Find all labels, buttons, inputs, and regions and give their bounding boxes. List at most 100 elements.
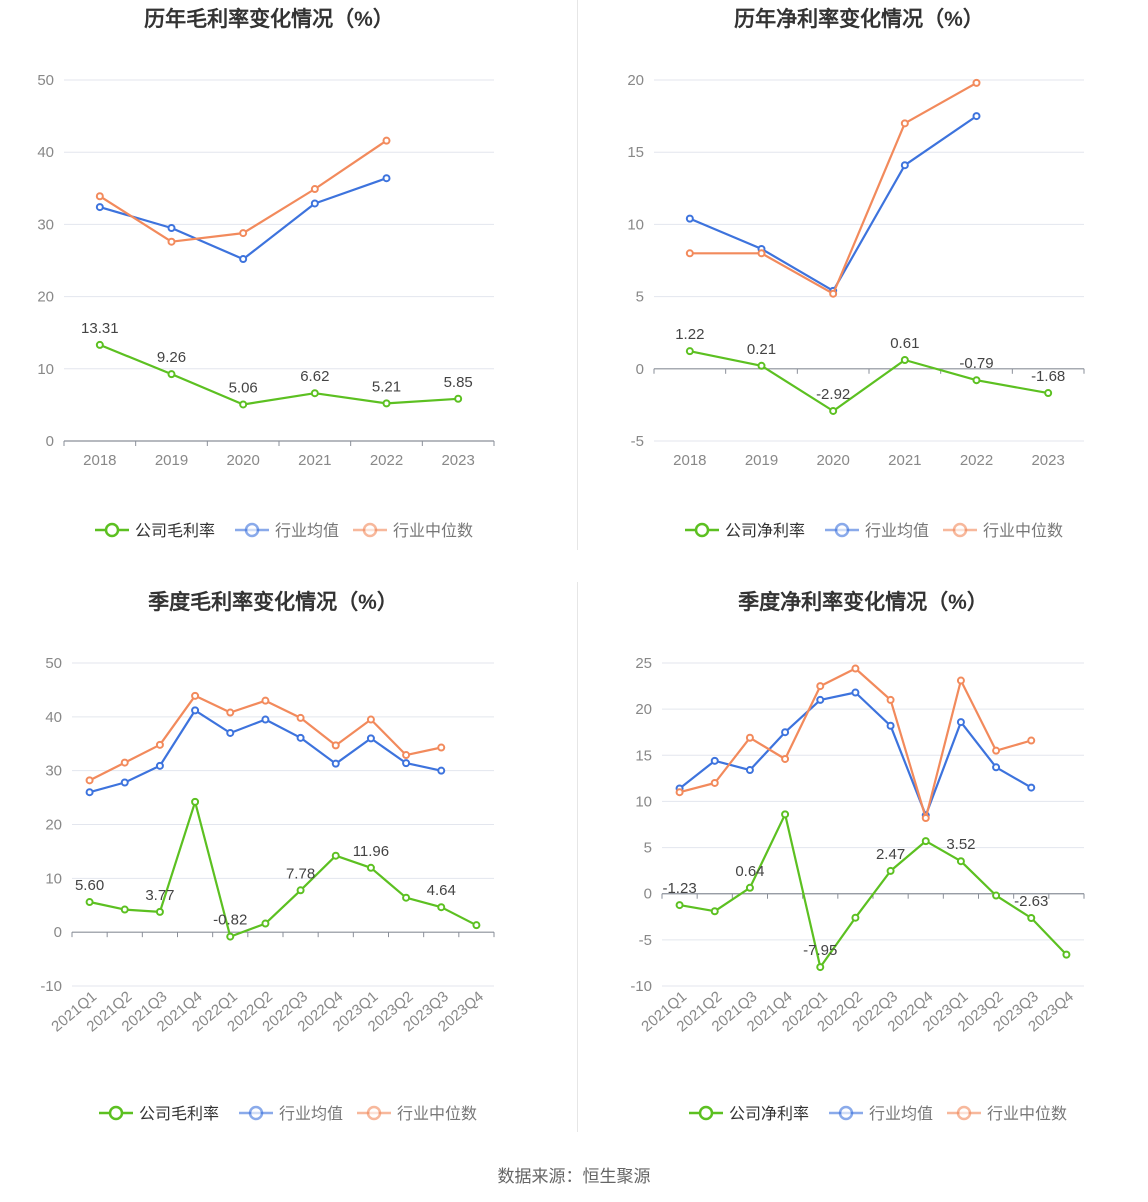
data-point-company[interactable]	[472, 921, 481, 930]
data-point-median[interactable]	[402, 751, 411, 760]
legend-item-median[interactable]: 行业中位数	[357, 1105, 477, 1123]
data-point-avg[interactable]	[402, 759, 411, 768]
data-point-avg[interactable]	[155, 761, 164, 770]
data-point-avg[interactable]	[685, 214, 694, 223]
data-point-median[interactable]	[710, 778, 719, 787]
data-point-company[interactable]	[120, 905, 129, 914]
data-point-company[interactable]	[191, 797, 200, 806]
data-point-avg[interactable]	[382, 174, 391, 183]
data-point-avg[interactable]	[956, 718, 965, 727]
data-point-avg[interactable]	[85, 788, 94, 797]
data-point-company[interactable]	[296, 886, 305, 895]
data-point-avg[interactable]	[191, 706, 200, 715]
data-point-company[interactable]	[85, 898, 94, 907]
data-point-median[interactable]	[191, 691, 200, 700]
data-point-avg[interactable]	[745, 766, 754, 775]
data-point-avg[interactable]	[1027, 783, 1036, 792]
data-point-median[interactable]	[757, 249, 766, 258]
legend-item-median[interactable]: 行业中位数	[353, 522, 473, 540]
data-point-median[interactable]	[992, 746, 1001, 755]
data-point-company[interactable]	[331, 851, 340, 860]
data-point-company[interactable]	[757, 361, 766, 370]
data-point-median[interactable]	[310, 185, 319, 194]
data-point-avg[interactable]	[366, 734, 375, 743]
data-point-company[interactable]	[382, 399, 391, 408]
data-point-avg[interactable]	[167, 224, 176, 233]
data-point-company[interactable]	[1044, 389, 1053, 398]
data-point-median[interactable]	[261, 696, 270, 705]
data-point-avg[interactable]	[886, 721, 895, 730]
data-point-avg[interactable]	[900, 161, 909, 170]
data-point-avg[interactable]	[331, 759, 340, 768]
legend-item-company[interactable]: 公司毛利率	[99, 1105, 219, 1123]
legend-item-avg[interactable]: 行业均值	[239, 1105, 343, 1123]
data-point-company[interactable]	[886, 866, 895, 875]
legend-item-company[interactable]: 公司净利率	[685, 522, 805, 540]
data-point-median[interactable]	[816, 682, 825, 691]
data-point-median[interactable]	[239, 229, 248, 238]
data-point-company[interactable]	[1027, 913, 1036, 922]
data-point-avg[interactable]	[437, 766, 446, 775]
data-point-median[interactable]	[1027, 736, 1036, 745]
data-point-company[interactable]	[226, 932, 235, 941]
data-point-company[interactable]	[972, 376, 981, 385]
data-point-company[interactable]	[829, 406, 838, 415]
data-point-company[interactable]	[1062, 950, 1071, 959]
data-point-company[interactable]	[437, 903, 446, 912]
data-point-median[interactable]	[226, 708, 235, 717]
data-point-company[interactable]	[851, 913, 860, 922]
data-point-median[interactable]	[382, 136, 391, 145]
data-point-avg[interactable]	[972, 112, 981, 121]
data-point-company[interactable]	[675, 901, 684, 910]
data-point-company[interactable]	[167, 370, 176, 379]
data-point-median[interactable]	[956, 676, 965, 685]
data-point-avg[interactable]	[781, 728, 790, 737]
data-point-company[interactable]	[310, 389, 319, 398]
data-point-company[interactable]	[261, 919, 270, 928]
data-point-company[interactable]	[454, 394, 463, 403]
data-point-avg[interactable]	[851, 688, 860, 697]
data-point-median[interactable]	[900, 119, 909, 128]
legend-item-avg[interactable]: 行业均值	[825, 522, 929, 540]
data-point-company[interactable]	[685, 347, 694, 356]
data-point-avg[interactable]	[310, 199, 319, 208]
legend-item-median[interactable]: 行业中位数	[947, 1105, 1067, 1123]
data-point-median[interactable]	[886, 695, 895, 704]
data-point-company[interactable]	[781, 810, 790, 819]
data-point-median[interactable]	[972, 78, 981, 87]
data-point-avg[interactable]	[261, 715, 270, 724]
data-point-median[interactable]	[120, 758, 129, 767]
data-point-company[interactable]	[816, 963, 825, 972]
data-point-company[interactable]	[992, 891, 1001, 900]
data-point-median[interactable]	[829, 289, 838, 298]
legend-item-company[interactable]: 公司净利率	[689, 1105, 809, 1123]
data-point-company[interactable]	[95, 340, 104, 349]
data-point-avg[interactable]	[816, 695, 825, 704]
data-point-median[interactable]	[437, 743, 446, 752]
data-point-avg[interactable]	[120, 778, 129, 787]
legend-item-company[interactable]: 公司毛利率	[95, 522, 215, 540]
legend-item-avg[interactable]: 行业均值	[235, 522, 339, 540]
data-point-median[interactable]	[675, 788, 684, 797]
data-point-median[interactable]	[921, 814, 930, 823]
data-point-avg[interactable]	[296, 733, 305, 742]
data-point-avg[interactable]	[226, 728, 235, 737]
data-point-median[interactable]	[781, 754, 790, 763]
data-point-median[interactable]	[85, 776, 94, 785]
data-point-median[interactable]	[155, 740, 164, 749]
data-point-company[interactable]	[900, 355, 909, 364]
data-point-company[interactable]	[155, 907, 164, 916]
data-point-avg[interactable]	[95, 203, 104, 212]
data-point-median[interactable]	[685, 249, 694, 258]
data-point-avg[interactable]	[992, 763, 1001, 772]
legend-item-median[interactable]: 行业中位数	[943, 522, 1063, 540]
data-point-company[interactable]	[745, 883, 754, 892]
data-point-median[interactable]	[745, 733, 754, 742]
data-point-company[interactable]	[402, 893, 411, 902]
data-point-avg[interactable]	[239, 255, 248, 264]
data-point-company[interactable]	[956, 857, 965, 866]
data-point-median[interactable]	[167, 237, 176, 246]
data-point-median[interactable]	[95, 192, 104, 201]
data-point-company[interactable]	[710, 907, 719, 916]
data-point-company[interactable]	[921, 837, 930, 846]
